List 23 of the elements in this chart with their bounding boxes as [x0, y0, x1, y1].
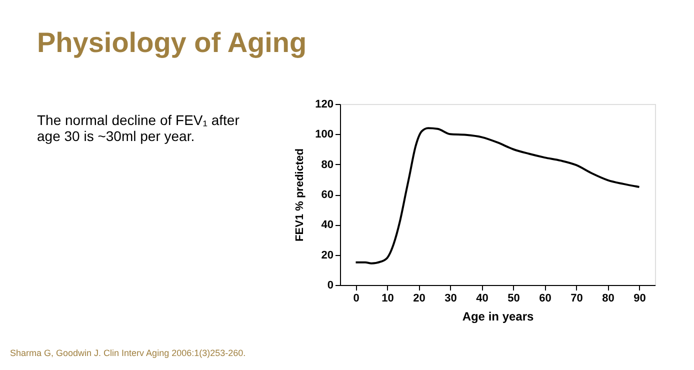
x-tick-label: 90 [634, 292, 646, 304]
x-tick-label: 60 [539, 292, 552, 304]
line-series [354, 127, 640, 264]
x-tick-label: 40 [476, 292, 488, 304]
y-tick-label: 0 [327, 280, 334, 292]
x-tick-label: 10 [382, 292, 394, 304]
x-tick-label: 30 [444, 292, 457, 304]
x-tick-label: 50 [508, 292, 520, 304]
y-tick-label: 60 [321, 189, 334, 201]
x-axis-title: Age in years [462, 310, 534, 324]
text: The normal decline of FEV₁ after age 30 is ~30ml per year. [37, 112, 240, 144]
y-tick-label: 20 [321, 249, 334, 262]
y-tick-label: 100 [315, 128, 334, 141]
chart-title: Physiology of Aging [37, 27, 307, 58]
y-axis-title: FEV1 % predicted [294, 148, 306, 242]
y-tick-label: 40 [321, 219, 334, 232]
x-tick-label: 20 [413, 292, 426, 304]
y-tick-label: 120 [315, 98, 334, 110]
y-tick-label: 80 [321, 158, 334, 171]
x-tick-label: 70 [570, 292, 583, 304]
x-tick-label: 0 [353, 292, 360, 304]
x-tick-label: 80 [602, 292, 614, 304]
text: Sharma G, Goodwin J. Clin Interv Aging 2006:1(3)253-260. [10, 348, 246, 358]
